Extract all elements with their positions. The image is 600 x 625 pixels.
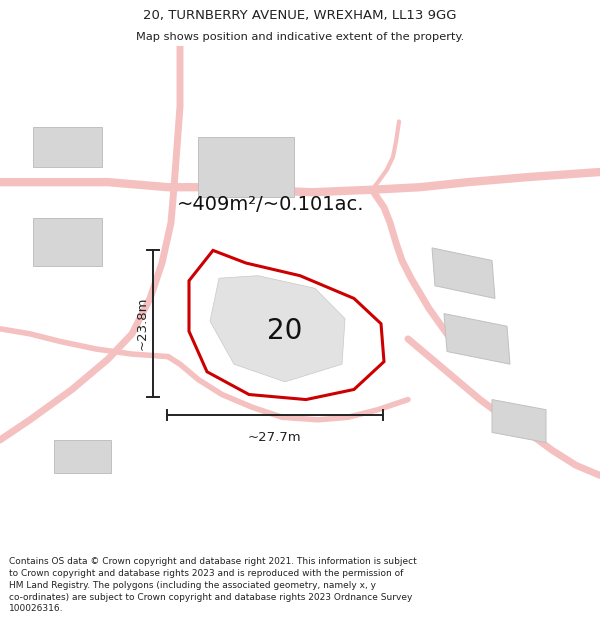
- Text: 20, TURNBERRY AVENUE, WREXHAM, LL13 9GG: 20, TURNBERRY AVENUE, WREXHAM, LL13 9GG: [143, 9, 457, 22]
- Polygon shape: [492, 399, 546, 442]
- Text: ~27.7m: ~27.7m: [248, 431, 302, 444]
- Text: ~409m²/~0.101ac.: ~409m²/~0.101ac.: [177, 196, 365, 214]
- Text: Contains OS data © Crown copyright and database right 2021. This information is : Contains OS data © Crown copyright and d…: [9, 557, 417, 613]
- Polygon shape: [444, 314, 510, 364]
- Text: ~23.8m: ~23.8m: [136, 297, 149, 351]
- Text: 20: 20: [268, 318, 302, 345]
- Polygon shape: [432, 248, 495, 298]
- Polygon shape: [210, 276, 345, 382]
- Polygon shape: [54, 440, 111, 473]
- Polygon shape: [33, 217, 102, 266]
- Polygon shape: [33, 126, 102, 167]
- Text: Map shows position and indicative extent of the property.: Map shows position and indicative extent…: [136, 32, 464, 42]
- Polygon shape: [198, 137, 294, 198]
